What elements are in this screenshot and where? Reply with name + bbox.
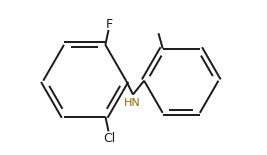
Text: HN: HN — [124, 98, 140, 108]
Text: Cl: Cl — [104, 132, 116, 145]
Text: F: F — [106, 18, 113, 31]
